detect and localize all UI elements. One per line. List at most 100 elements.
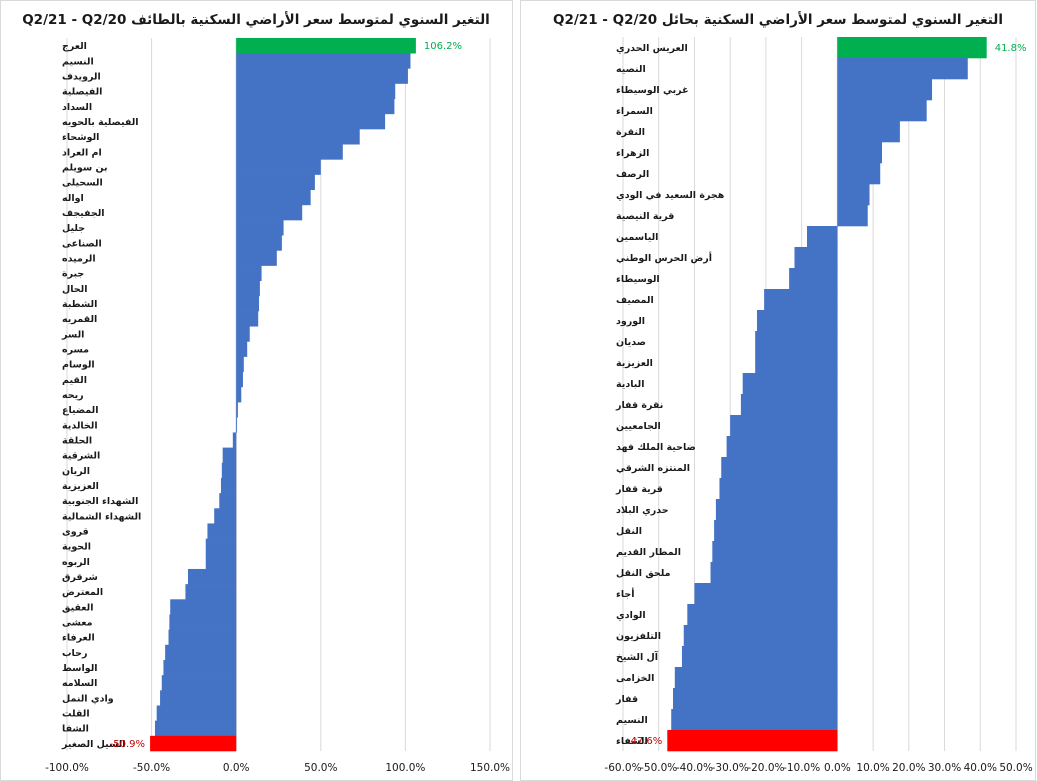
category-label: حدري البلاد <box>616 505 669 516</box>
category-label: رحاب <box>62 648 87 659</box>
bar <box>169 614 237 630</box>
category-label: الشفا <box>62 724 89 735</box>
category-label: معشى <box>62 618 93 629</box>
x-tick-label: 20.0% <box>892 762 925 774</box>
bar <box>236 113 386 130</box>
category-label: التلفزيون <box>616 631 661 642</box>
bar <box>837 205 868 227</box>
category-label: العقيق <box>62 602 93 613</box>
category-label: المضياع <box>62 405 99 416</box>
category-label: السلامه <box>62 678 97 689</box>
category-label: جليل <box>62 223 85 234</box>
bar <box>236 204 303 221</box>
category-label: الجامعيين <box>616 421 661 432</box>
x-tick-label: 30.0% <box>928 762 961 774</box>
bar <box>170 599 237 615</box>
category-label: اواله <box>62 193 84 204</box>
category-label: العزيزية <box>62 481 99 492</box>
category-label: الوشحاء <box>62 132 99 143</box>
x-tick-label: -40.0% <box>676 762 713 774</box>
bar <box>205 553 237 570</box>
x-tick-label: 100.0% <box>385 762 425 774</box>
category-label: قفار <box>615 694 638 705</box>
bar <box>806 226 838 248</box>
bar <box>236 250 277 266</box>
data-label: -47.6% <box>627 736 662 747</box>
bar <box>742 373 838 395</box>
category-label: قروى <box>62 527 89 538</box>
category-label: الوسام <box>62 360 95 371</box>
bar <box>236 295 260 312</box>
category-label: المنتزه الشرقي <box>616 463 690 474</box>
bar <box>837 58 968 80</box>
bar <box>673 688 838 710</box>
taif-land-price-chart: التغير السنوي لمتوسط سعر الأراضي السكنية… <box>0 0 513 781</box>
category-label: نقرة قفار <box>615 400 663 411</box>
category-label: مسره <box>62 344 89 355</box>
bar <box>236 98 395 115</box>
category-label: جبرة <box>62 269 84 280</box>
bar <box>214 508 237 524</box>
category-label: الزهراء <box>616 148 649 159</box>
bar <box>205 538 237 555</box>
bar <box>150 735 237 752</box>
bar <box>236 174 315 191</box>
category-label: الوادي <box>616 610 646 621</box>
category-label: الخزامى <box>616 673 654 684</box>
bar <box>236 189 311 206</box>
data-label: 106.2% <box>424 41 462 52</box>
bar <box>756 310 838 332</box>
category-label: المطار القديم <box>616 547 681 558</box>
bar <box>683 625 838 647</box>
bar <box>219 493 237 509</box>
bar <box>730 415 838 437</box>
data-label: 41.8% <box>995 43 1027 54</box>
bars <box>667 37 987 752</box>
category-label: الحال <box>62 284 87 295</box>
bar <box>160 690 237 706</box>
chart-title: التغير السنوي لمتوسط سعر الأراضي السكنية… <box>553 11 1003 28</box>
category-label: غربي الوسيطاء <box>616 85 689 96</box>
x-tick-label: -20.0% <box>747 762 784 774</box>
bar <box>236 83 396 99</box>
category-label: العزيزية <box>616 358 653 369</box>
bar <box>185 584 237 600</box>
category-label: الشهداء الشمالية <box>62 511 141 522</box>
bar <box>837 79 933 101</box>
category-label: الوسيطاء <box>616 274 660 285</box>
bar <box>236 341 248 357</box>
bar <box>681 646 838 668</box>
category-label: الشفاء <box>616 736 648 747</box>
bar <box>154 720 237 737</box>
category-label: النصيه <box>616 64 646 75</box>
bar <box>236 417 238 433</box>
x-tick-label: -10.0% <box>783 762 820 774</box>
category-label: الجفيجف <box>62 208 105 219</box>
category-label: الخالدية <box>62 420 98 431</box>
category-label: ام العراد <box>62 147 102 158</box>
bar <box>837 37 987 59</box>
category-label: الربوه <box>62 557 90 568</box>
category-label: بن سويلم <box>62 162 108 173</box>
category-label: النسيم <box>62 56 94 67</box>
bar <box>207 523 237 539</box>
bar <box>165 644 237 661</box>
category-label: ريحه <box>62 390 84 401</box>
x-tick-label: -50.0% <box>133 762 170 774</box>
category-label: الورود <box>616 316 645 327</box>
bar <box>740 394 838 416</box>
bar <box>236 386 242 403</box>
bar <box>236 402 238 418</box>
bar <box>232 432 237 448</box>
bar <box>236 356 244 373</box>
bar <box>168 629 237 646</box>
bar <box>726 436 838 458</box>
x-axis-ticks: -60.0%-50.0%-40.0%-30.0%-20.0%-10.0% 0.0%… <box>604 762 1032 774</box>
bar <box>667 730 838 752</box>
bars <box>150 38 416 752</box>
bar <box>837 163 881 185</box>
category-label: الياسمين <box>616 232 658 243</box>
x-tick-label: 50.0% <box>304 762 337 774</box>
data-label: -50.9% <box>110 739 145 750</box>
bar <box>712 541 838 563</box>
